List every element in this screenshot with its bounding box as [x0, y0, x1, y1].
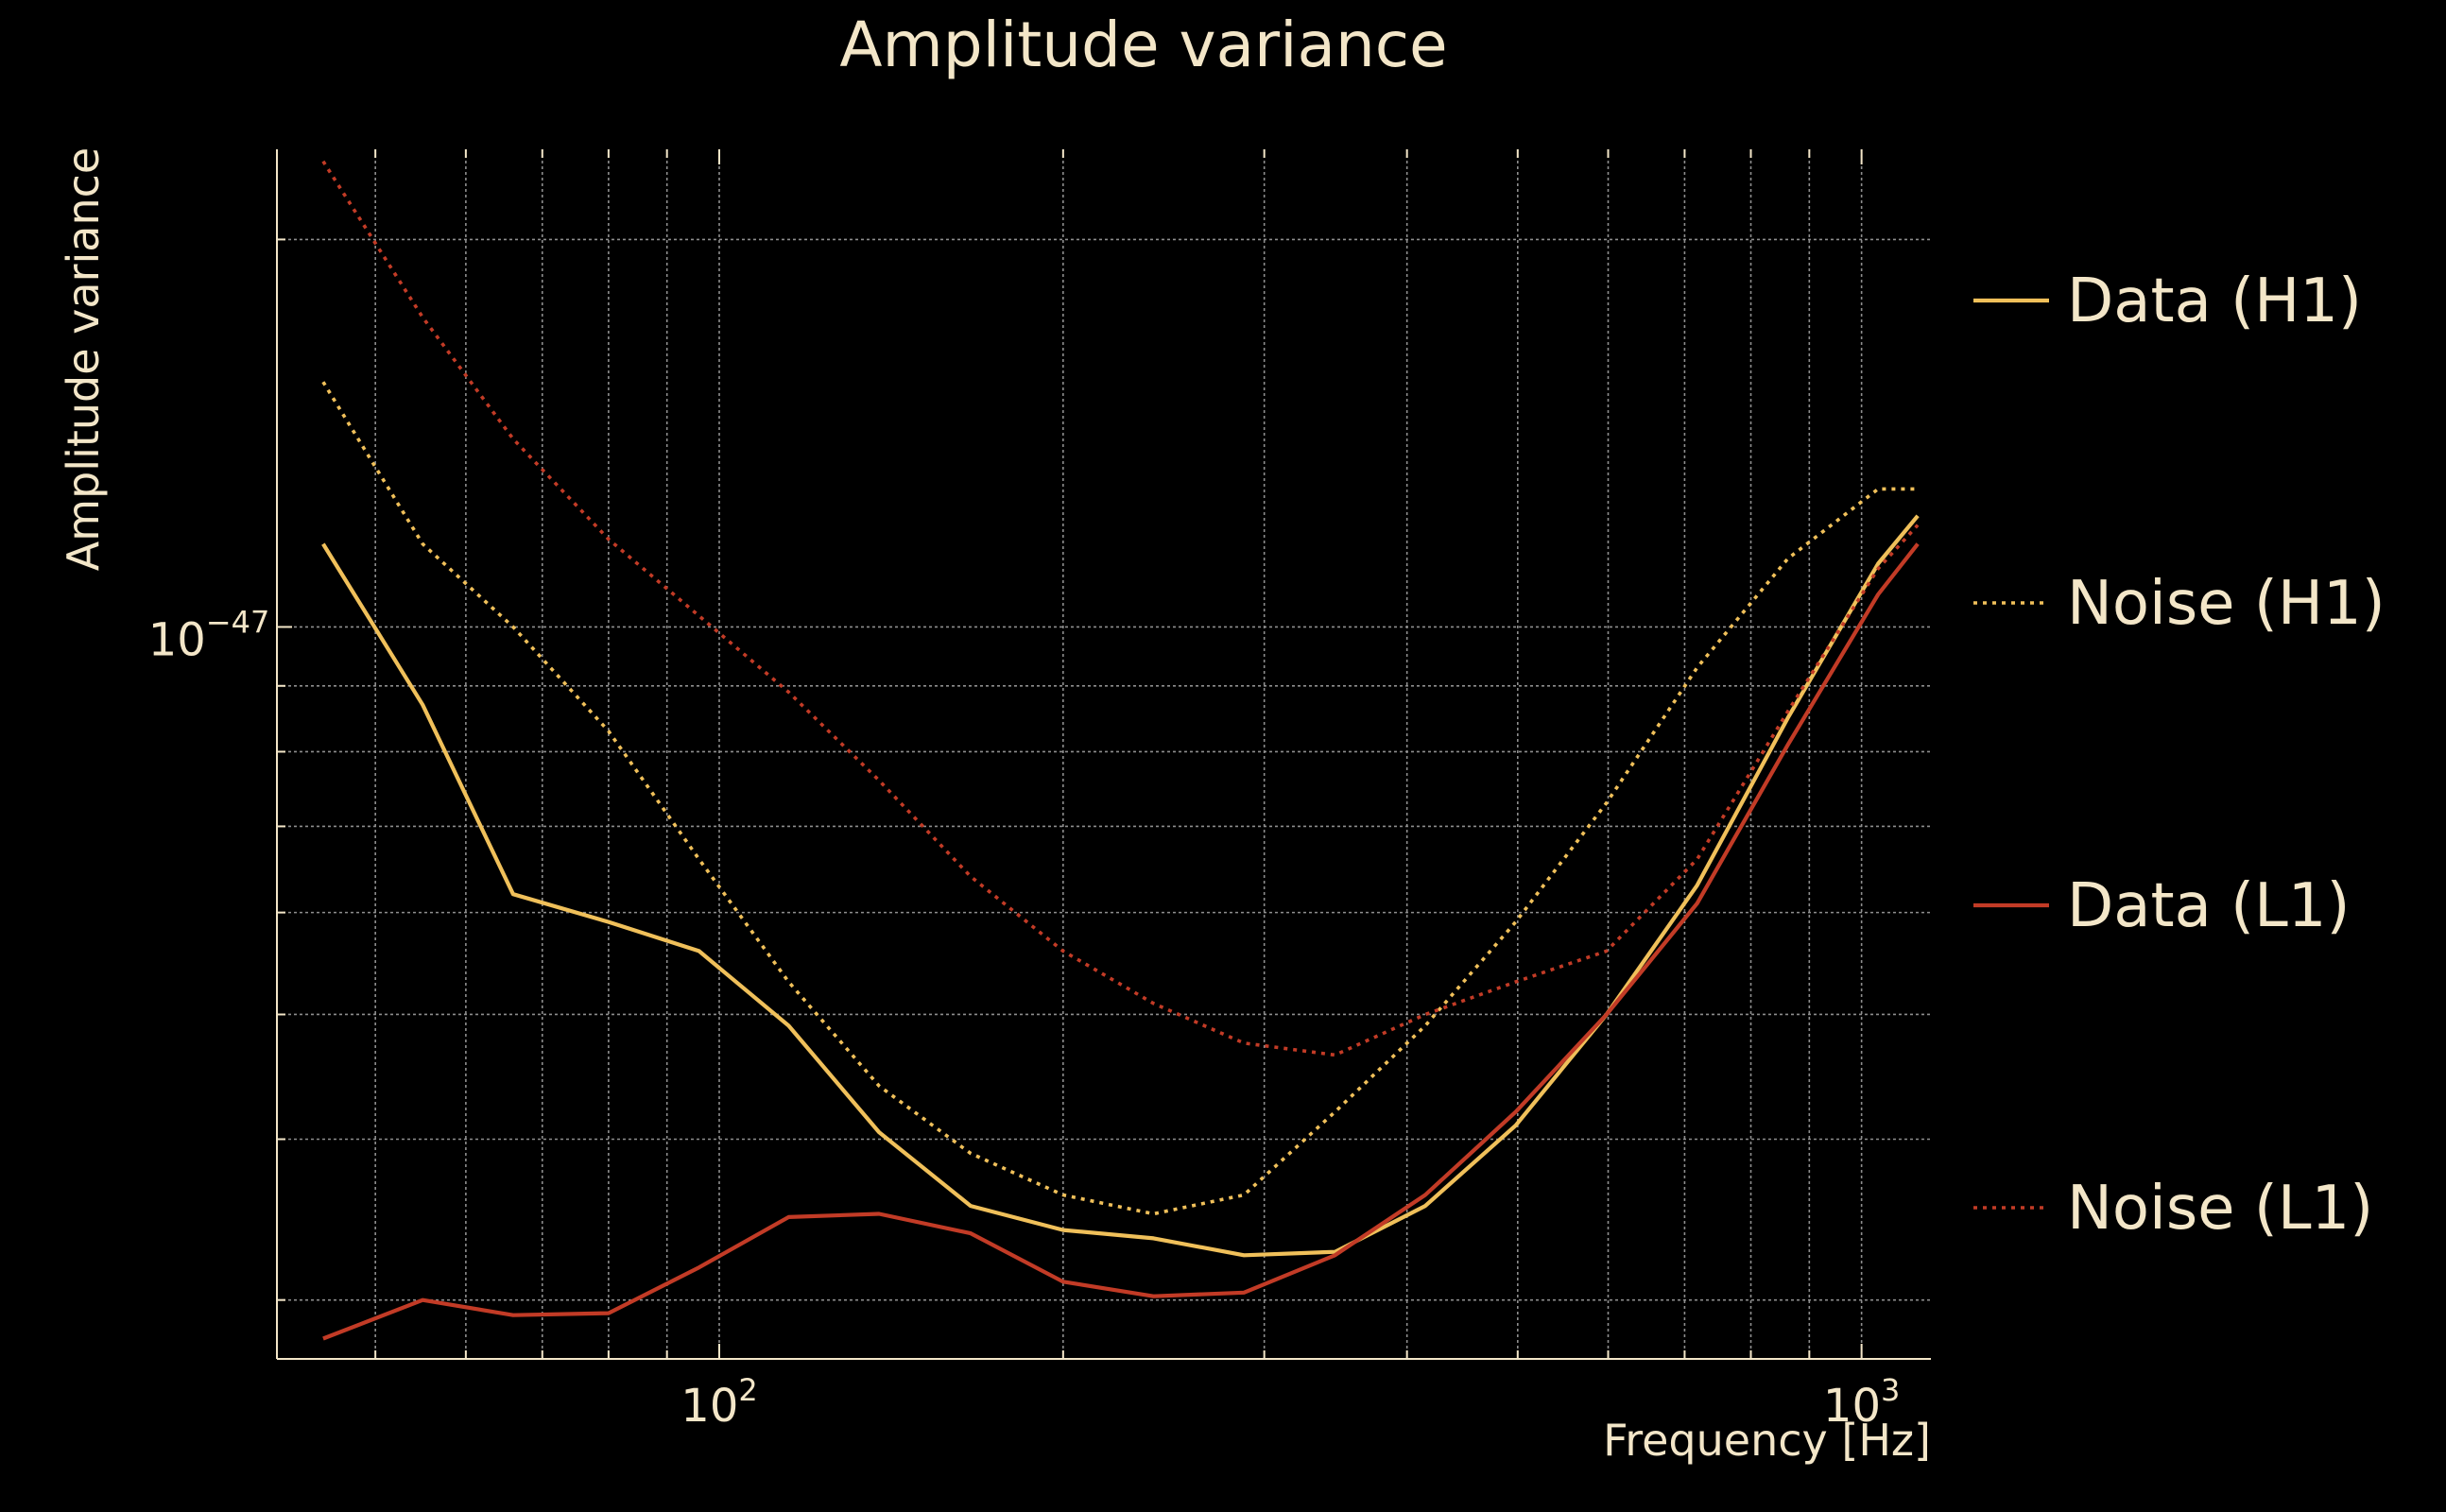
- legend-label-3: Data (L1): [2067, 871, 2350, 941]
- axes: [276, 149, 1931, 1360]
- x-axis-label: Frequency [Hz]: [1603, 1415, 1931, 1466]
- series-line-2: [321, 381, 1919, 1216]
- legend-label-4: Noise (L1): [2067, 1174, 2373, 1244]
- x-tick-label: 103: [1823, 1372, 1900, 1433]
- series-line-1: [321, 514, 1920, 1258]
- grid-lines: [277, 149, 1931, 1359]
- legend: Data (H1) Noise (H1) Data (L1) Noise (L1): [1973, 266, 2386, 1244]
- chart-title: Amplitude variance: [839, 9, 1447, 81]
- series-lines: [321, 160, 1920, 1341]
- x-tick-label: 102: [680, 1372, 757, 1433]
- y-tick-label: 10−47: [148, 604, 270, 666]
- legend-label-1: Data (H1): [2067, 266, 2362, 336]
- series-line-3: [322, 542, 1920, 1341]
- series-line-4: [321, 160, 1920, 1057]
- legend-label-2: Noise (H1): [2067, 569, 2386, 639]
- tick-labels: 102 103 10−47: [148, 604, 1901, 1433]
- y-axis-label: Amplitude variance: [58, 147, 109, 571]
